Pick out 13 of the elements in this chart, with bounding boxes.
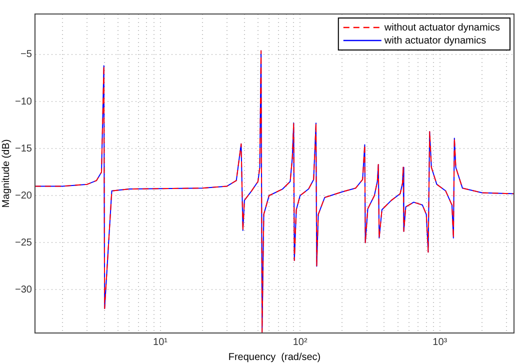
legend-label: without actuator dynamics bbox=[383, 22, 500, 34]
y-axis-title: Magnitude (dB) bbox=[0, 139, 12, 208]
x-axis-title: Frequency (rad/sec) bbox=[228, 352, 321, 363]
x-tick-label: 10² bbox=[292, 336, 308, 348]
y-tick-label: −20 bbox=[14, 190, 32, 202]
y-tick-label: −10 bbox=[14, 96, 32, 108]
x-tick-label: 10¹ bbox=[153, 336, 168, 348]
x-tick-label: 10³ bbox=[432, 336, 448, 348]
y-tick-label: −15 bbox=[14, 143, 32, 154]
y-tick-label: −25 bbox=[14, 237, 32, 248]
legend-label: with actuator dynamics bbox=[383, 35, 486, 46]
y-tick-label: −5 bbox=[20, 49, 32, 60]
y-tick-label: −30 bbox=[14, 284, 32, 296]
